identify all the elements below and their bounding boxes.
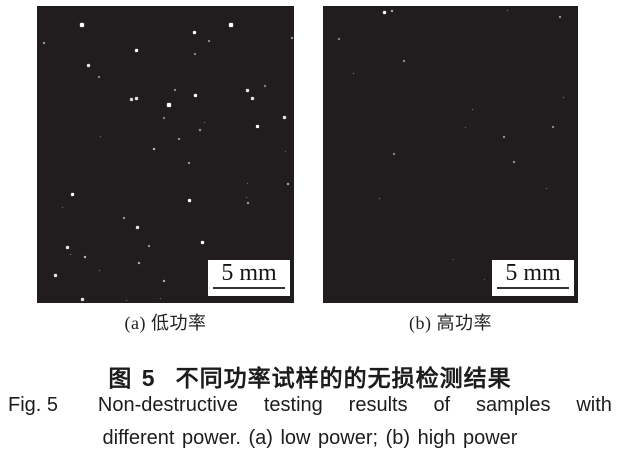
defect-dot: [264, 85, 266, 87]
defect-dot: [199, 129, 201, 131]
defect-dot: [246, 89, 249, 92]
scale-bar-label: 5 mm: [505, 260, 561, 286]
defect-dot: [126, 300, 127, 301]
defect-dot: [66, 246, 69, 249]
defect-dot: [287, 183, 289, 185]
defect-dot: [403, 60, 405, 62]
ndt-image-a: 5 mm: [37, 6, 294, 303]
defect-dot: [291, 37, 293, 39]
caption-word: of: [433, 394, 451, 416]
figure-number-zh: 图 5: [108, 365, 157, 391]
panel-caption-b: (b) 高功率: [409, 313, 492, 333]
defect-dot: [246, 197, 247, 198]
defect-dot: [167, 103, 171, 107]
defect-dot: [283, 116, 286, 119]
figure-title-zh: 不同功率试样的的无损检测结果: [175, 365, 512, 391]
defect-dot: [135, 97, 138, 100]
defect-dot: [465, 127, 466, 128]
defect-dot: [251, 97, 254, 100]
defect-dot: [204, 122, 205, 123]
scale-bar-line: [213, 287, 285, 289]
defect-dot: [188, 162, 190, 164]
defect-dot: [123, 217, 125, 219]
defect-dot: [136, 226, 139, 229]
defect-dot: [135, 49, 138, 52]
defect-dot: [393, 153, 395, 155]
defect-dot: [71, 193, 74, 196]
defect-dot: [285, 151, 286, 152]
defect-dot: [247, 202, 249, 204]
defect-dot: [194, 94, 197, 97]
defect-dot: [563, 97, 564, 98]
defect-dot: [163, 117, 165, 119]
scale-bar-b: 5 mm: [492, 260, 574, 296]
defect-dot: [546, 188, 547, 189]
defect-dot: [100, 136, 101, 137]
scale-bar-a: 5 mm: [208, 260, 290, 296]
defect-dot: [87, 64, 90, 67]
caption-word: samples: [476, 394, 551, 416]
defect-dot: [513, 161, 515, 163]
defect-dot: [70, 254, 71, 255]
caption-word: Non-destructive: [97, 394, 238, 416]
defect-dot: [99, 270, 100, 271]
defect-dot: [484, 279, 485, 280]
defect-dot: [256, 125, 259, 128]
figure-caption-zh: 图 5 不同功率试样的的无损检测结果: [0, 359, 620, 393]
defect-dot: [98, 76, 100, 78]
defect-dot: [84, 256, 86, 258]
defect-dot: [160, 298, 161, 299]
defect-dot: [80, 23, 84, 27]
figure-caption-en-line2: different power. (a) low power; (b) high…: [102, 427, 518, 449]
defect-dot: [229, 23, 233, 27]
defect-dot: [193, 31, 196, 34]
defect-dot: [62, 207, 63, 208]
defect-dot: [194, 53, 196, 55]
defect-dot: [81, 298, 84, 301]
defect-dot: [338, 38, 340, 40]
defect-dot: [138, 262, 140, 264]
defect-dot: [391, 10, 393, 12]
defect-dot: [153, 148, 155, 150]
defect-dot: [188, 199, 191, 202]
caption-word: testing: [263, 394, 323, 416]
figure-caption-en-line1: Fig. 5 Non-destructive testing results of sam…: [8, 394, 612, 417]
defect-dot: [507, 10, 508, 11]
defect-dot: [472, 109, 473, 110]
defect-dot: [552, 126, 554, 128]
defect-dot: [130, 98, 133, 101]
scale-bar-line: [497, 287, 569, 289]
defect-dot: [453, 259, 454, 260]
caption-word: with: [576, 394, 612, 416]
defect-dot: [163, 280, 165, 282]
defect-dot: [559, 16, 561, 18]
figure-panel-b: 5 mm (b) 高功率: [323, 6, 578, 335]
panel-caption-a: (a) 低功率: [124, 313, 207, 333]
scale-bar-label: 5 mm: [221, 260, 277, 286]
caption-word: Fig. 5: [8, 394, 59, 416]
defect-dot: [353, 73, 354, 74]
defect-dot: [54, 274, 57, 277]
defect-dot: [43, 42, 45, 44]
caption-word: results: [348, 394, 408, 416]
figure-panel-a: 5 mm (a) 低功率: [37, 6, 294, 335]
ndt-image-b: 5 mm: [323, 6, 578, 303]
defect-dot: [383, 11, 386, 14]
defect-dot: [201, 241, 204, 244]
defect-dot: [379, 198, 380, 199]
defect-dot: [174, 89, 176, 91]
defect-dot: [208, 40, 210, 42]
defect-dot: [503, 136, 505, 138]
defect-dot: [247, 183, 248, 184]
defect-dot: [148, 245, 150, 247]
defect-dot: [178, 138, 180, 140]
